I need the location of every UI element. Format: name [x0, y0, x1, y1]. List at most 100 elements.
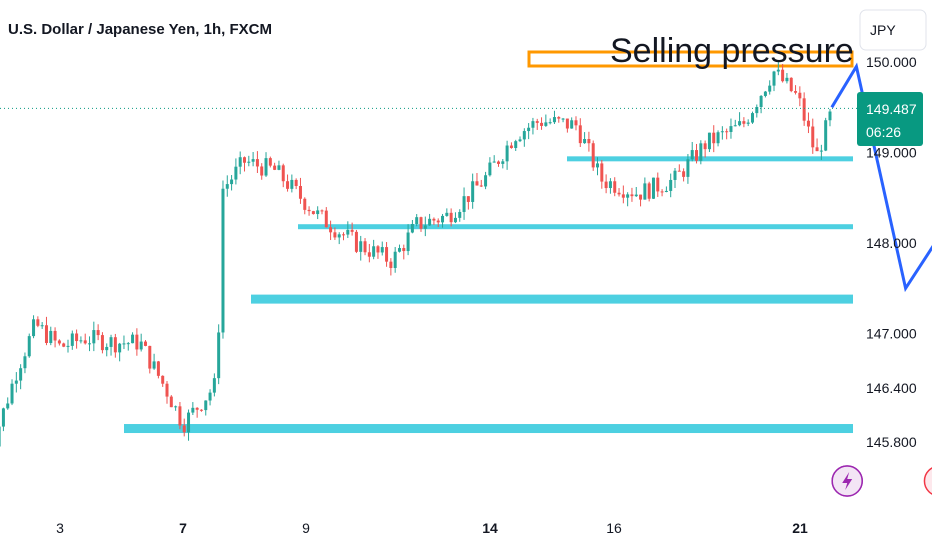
candle-body [100, 335, 104, 351]
candle-body [471, 181, 475, 202]
candle-body [337, 234, 341, 238]
candle-body [148, 345, 152, 369]
candle-body [643, 183, 647, 200]
candle-body [298, 186, 302, 199]
candle-body [66, 345, 70, 347]
candle-body [303, 198, 307, 210]
time-axis[interactable]: 3 7 9 14 16 21 [56, 520, 808, 536]
candle-body [238, 157, 242, 167]
candle-body [613, 181, 617, 193]
candle-body [815, 147, 819, 152]
candle-body [729, 126, 733, 132]
candle-body [587, 138, 591, 144]
candle-body [260, 166, 264, 176]
candle-body [540, 122, 544, 126]
candle-body [453, 217, 457, 223]
candle-body [703, 143, 707, 150]
y-tick-label: 150.000 [866, 54, 917, 70]
x-tick-label: 14 [482, 520, 498, 536]
current-price-value: 149.487 [866, 101, 917, 117]
candle-body [484, 175, 488, 187]
candle-body [32, 319, 36, 337]
candle-body [578, 125, 582, 144]
candle-body [617, 192, 621, 195]
candle-body [608, 181, 612, 189]
candle-body [686, 159, 690, 177]
candle-body [639, 194, 643, 200]
candle-body [415, 217, 419, 224]
candle-body [406, 232, 410, 252]
candle-body [393, 251, 397, 268]
candle-body [600, 163, 604, 182]
candle-body [574, 120, 578, 126]
candle-body [195, 407, 199, 410]
candle-body [428, 218, 432, 226]
candle-body [699, 143, 703, 161]
candle-body [449, 212, 453, 223]
candle-body [772, 71, 776, 86]
candle-body [466, 196, 470, 202]
candle-body [62, 343, 66, 347]
candle-body [763, 91, 767, 96]
candle-body [647, 183, 651, 199]
price-axis[interactable]: 150.000 149.000 148.000 147.000 146.400 145.8… [866, 54, 917, 450]
selling-pressure-annotation: Selling pressure [610, 32, 854, 70]
candle-body [742, 121, 746, 124]
candle-body [346, 229, 350, 235]
candle-body [178, 406, 182, 426]
candle-body [212, 378, 216, 393]
candle-body [781, 69, 785, 82]
candle-body [294, 179, 298, 187]
candle-body [458, 211, 462, 218]
candle-body [462, 196, 466, 212]
candle-body [669, 179, 673, 191]
event-dot-icon[interactable] [923, 466, 932, 496]
candle-body [161, 375, 165, 384]
support-resistance-levels [124, 50, 854, 434]
candle-body [70, 333, 74, 346]
candle-body [531, 121, 535, 128]
candle-body [255, 159, 259, 167]
candle-body [496, 161, 500, 164]
candle-body [501, 161, 505, 164]
candle-body [682, 171, 686, 177]
candle-body [126, 343, 130, 345]
candle-body [53, 330, 57, 341]
candle-body [725, 131, 729, 133]
candle-body [225, 184, 229, 189]
candle-body [712, 132, 716, 144]
candle-body [824, 120, 828, 151]
candle-body [380, 247, 384, 253]
candle-body [208, 392, 212, 401]
candle-body [389, 261, 393, 268]
candle-body [1, 408, 5, 427]
candle-body [423, 225, 427, 229]
candle-body [716, 132, 720, 144]
candle-body [277, 165, 281, 170]
candle-body [789, 77, 793, 92]
y-tick-label: 147.000 [866, 326, 917, 342]
candle-body [156, 361, 160, 376]
candle-body [329, 227, 333, 233]
currency-selector[interactable]: JPY [859, 9, 927, 51]
candle-body [14, 380, 18, 384]
candle-body [0, 426, 1, 447]
candle-body [49, 330, 53, 344]
candle-body [152, 361, 156, 369]
candle-body [290, 179, 294, 189]
candle-body [75, 333, 79, 342]
candle-body [281, 165, 285, 182]
candle-body [92, 330, 96, 344]
candle-body [199, 409, 203, 411]
candle-body [79, 340, 83, 342]
candle-body [217, 332, 221, 379]
candle-body [475, 181, 479, 186]
candle-body [83, 340, 87, 344]
candle-body [802, 98, 806, 121]
candle-body [738, 121, 742, 126]
candle-body [113, 337, 117, 353]
candle-body [247, 161, 251, 163]
lightning-icon[interactable] [831, 465, 863, 497]
currency-label[interactable]: JPY [870, 22, 896, 38]
